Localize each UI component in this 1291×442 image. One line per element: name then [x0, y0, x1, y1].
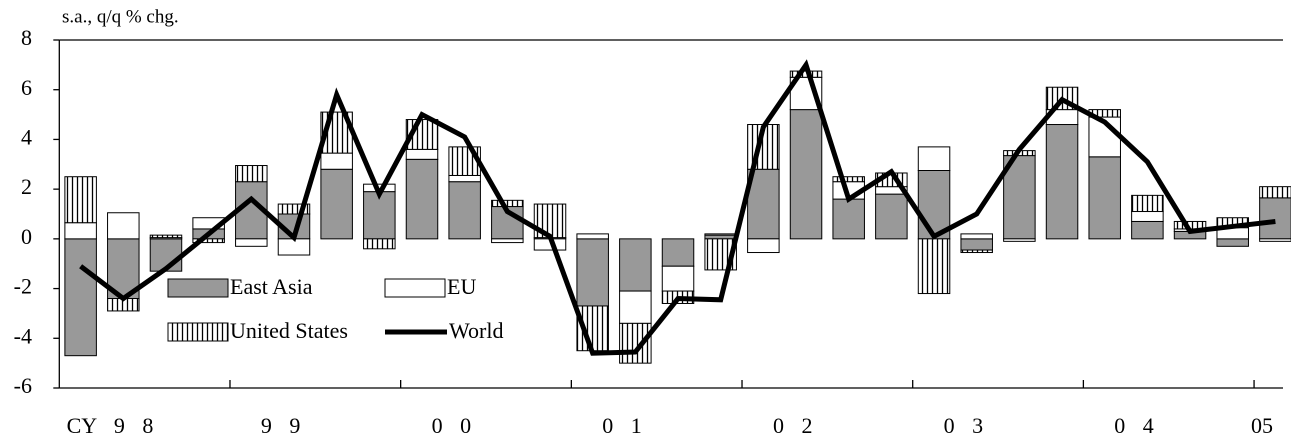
bar-segment [1259, 186, 1291, 199]
bar-segment [64, 238, 97, 357]
bar-segment [64, 176, 97, 224]
legend-label: United States [230, 318, 348, 343]
bar-segment [277, 203, 311, 215]
bar-segment [1131, 194, 1164, 213]
bar-segment [917, 238, 951, 295]
bar-segment [619, 238, 652, 292]
y-tick-label: 6 [21, 75, 32, 100]
bar-segment [405, 148, 439, 160]
bar-segment [661, 265, 695, 292]
bar-segment [64, 222, 97, 240]
bar-segment [192, 238, 225, 244]
y-tick-label: -6 [14, 373, 32, 398]
bar-segment [960, 233, 993, 240]
bar-segment [533, 203, 567, 239]
x-tick-label: 0 2 [773, 413, 813, 438]
bar-segment [832, 198, 865, 240]
legend-swatch [167, 322, 229, 342]
bar-segment [491, 238, 524, 244]
x-tick-label: 9 9 [261, 413, 301, 438]
bar-segment [107, 212, 140, 240]
y-tick-label: -2 [14, 274, 32, 299]
bar-segment [320, 152, 353, 170]
line-series [79, 59, 1276, 356]
bar-segment [960, 249, 993, 254]
bar-segment [320, 168, 353, 240]
y-tick-label: -4 [14, 323, 32, 348]
bar-segment [277, 238, 311, 256]
bar-segment [405, 158, 439, 240]
bar-segment [704, 233, 737, 236]
x-tick-label: 0 0 [432, 413, 472, 438]
bar-segment [832, 176, 865, 183]
legend-swatch [167, 278, 229, 298]
bar-segment [704, 234, 737, 240]
bar-segment [235, 238, 268, 247]
legend-label: East Asia [230, 274, 313, 299]
bar-segment [1259, 197, 1291, 240]
bar-segment [875, 193, 908, 240]
bar-segment [619, 290, 652, 324]
bar-segment [1003, 238, 1036, 242]
bar-segment [1259, 238, 1291, 242]
bar-segment [363, 238, 396, 250]
bar-segment [149, 234, 183, 239]
bar-segment [448, 181, 481, 240]
bar-segment [1131, 211, 1164, 222]
x-tick-label: 05 [1251, 413, 1273, 438]
bar-segment [448, 174, 481, 183]
legend-label: World [449, 318, 503, 343]
bar-segment [491, 199, 524, 208]
bar-segment [576, 233, 609, 240]
bar-segment [960, 238, 993, 251]
bar-segment [747, 238, 780, 254]
y-tick-label: 4 [21, 124, 32, 149]
x-tick-label: 0 3 [944, 413, 984, 438]
bar-segment [1131, 220, 1164, 240]
bar-segment [619, 322, 652, 364]
bar-segment [661, 238, 695, 267]
bar-segment [363, 191, 396, 240]
y-tick-label: 2 [21, 174, 32, 199]
y-tick-label: 0 [21, 224, 32, 249]
x-tick-label: 0 1 [602, 413, 642, 438]
bar-segment [1216, 238, 1249, 247]
legend-label: EU [447, 274, 476, 299]
bar-segment [917, 170, 951, 240]
x-tick-label: 0 4 [1114, 413, 1154, 438]
axis-title: s.a., q/q % chg. [62, 6, 179, 27]
y-tick-label: 8 [21, 25, 32, 50]
bar-segment [576, 238, 609, 307]
x-tick-label: CY 9 8 [67, 413, 154, 438]
legend-swatch [384, 278, 446, 298]
bar-segment [917, 146, 951, 171]
bar-segment [1045, 124, 1079, 240]
bar-segment [789, 109, 823, 240]
bar-segment [1088, 156, 1121, 240]
bar-segment [235, 165, 268, 183]
